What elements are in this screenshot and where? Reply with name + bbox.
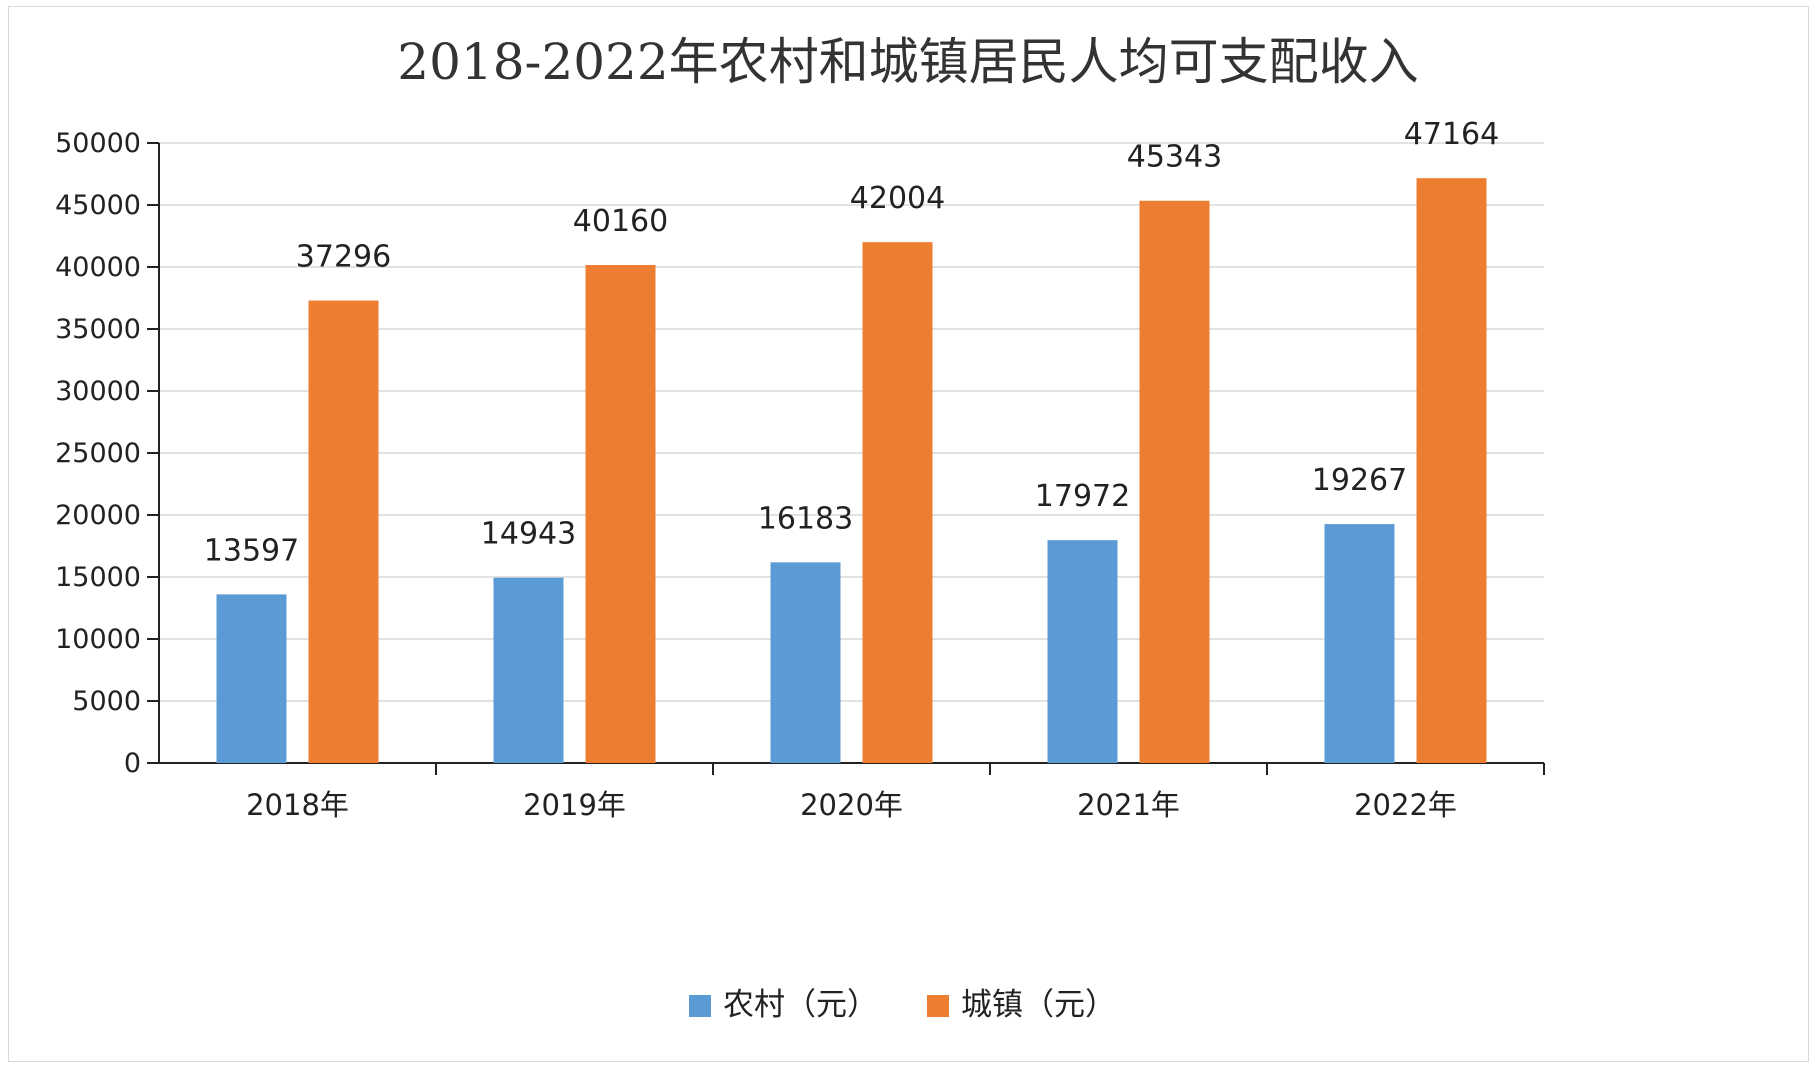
data-label: 40160 [573, 204, 668, 239]
bar-rural [1047, 540, 1118, 763]
bar-urban [862, 242, 933, 764]
y-tick-label: 20000 [55, 500, 141, 531]
legend-label: 农村（元） [723, 987, 878, 1023]
bar-rural [770, 562, 841, 763]
chart-frame: 2018-2022年农村和城镇居民人均可支配收入 0 5000 10000 15000… [8, 6, 1809, 1062]
legend: 农村（元） 城镇（元） [689, 987, 1116, 1023]
axes [147, 142, 1545, 775]
bar-urban [585, 265, 656, 763]
x-category-label: 2022年 [1354, 788, 1457, 822]
data-label: 45343 [1127, 140, 1222, 175]
data-label: 14943 [481, 517, 576, 552]
x-category-label: 2018年 [246, 788, 349, 822]
bar-rural [1324, 524, 1395, 763]
legend-swatch [689, 995, 711, 1017]
y-tick-label: 40000 [55, 252, 141, 283]
bar-urban [1139, 200, 1210, 763]
y-tick-label: 45000 [55, 190, 141, 221]
x-category-label: 2019年 [523, 788, 626, 822]
bars [216, 178, 1487, 764]
bar-chart: 2018-2022年农村和城镇居民人均可支配收入 0 5000 10000 15000… [55, 33, 1545, 1023]
bar-rural [493, 577, 564, 763]
x-category-label: 2021年 [1077, 788, 1180, 822]
legend-swatch [927, 995, 949, 1017]
data-label: 42004 [850, 181, 945, 216]
y-tick-label: 5000 [72, 686, 141, 717]
data-label: 13597 [204, 533, 299, 568]
data-label: 47164 [1404, 117, 1499, 152]
y-tick-label: 30000 [55, 376, 141, 407]
bar-rural [216, 594, 287, 763]
y-tick-label: 35000 [55, 314, 141, 345]
bar-urban [1416, 178, 1487, 764]
x-category-label: 2020年 [800, 788, 903, 822]
y-tick-label: 15000 [55, 562, 141, 593]
data-label: 16183 [758, 501, 853, 536]
y-tick-label: 50000 [55, 128, 141, 159]
legend-label: 城镇（元） [961, 987, 1116, 1023]
y-axis-ticks: 0 5000 10000 15000 20000 25000 30000 35000 40000… [55, 128, 141, 779]
gridlines [159, 142, 1544, 702]
data-labels: 13597 37296 14943 40160 16183 42004 17972 45343… [204, 117, 1499, 568]
y-tick-label: 10000 [55, 624, 141, 655]
y-tick-label: 0 [124, 748, 141, 779]
x-axis-categories: 2018年 2019年 2020年 2021年 2022年 [246, 788, 1457, 822]
bar-urban [308, 300, 379, 763]
y-tick-label: 25000 [55, 438, 141, 469]
data-label: 37296 [296, 240, 391, 275]
chart-title: 2018-2022年农村和城镇居民人均可支配收入 [397, 33, 1418, 91]
data-label: 19267 [1312, 463, 1407, 498]
data-label: 17972 [1035, 479, 1130, 514]
